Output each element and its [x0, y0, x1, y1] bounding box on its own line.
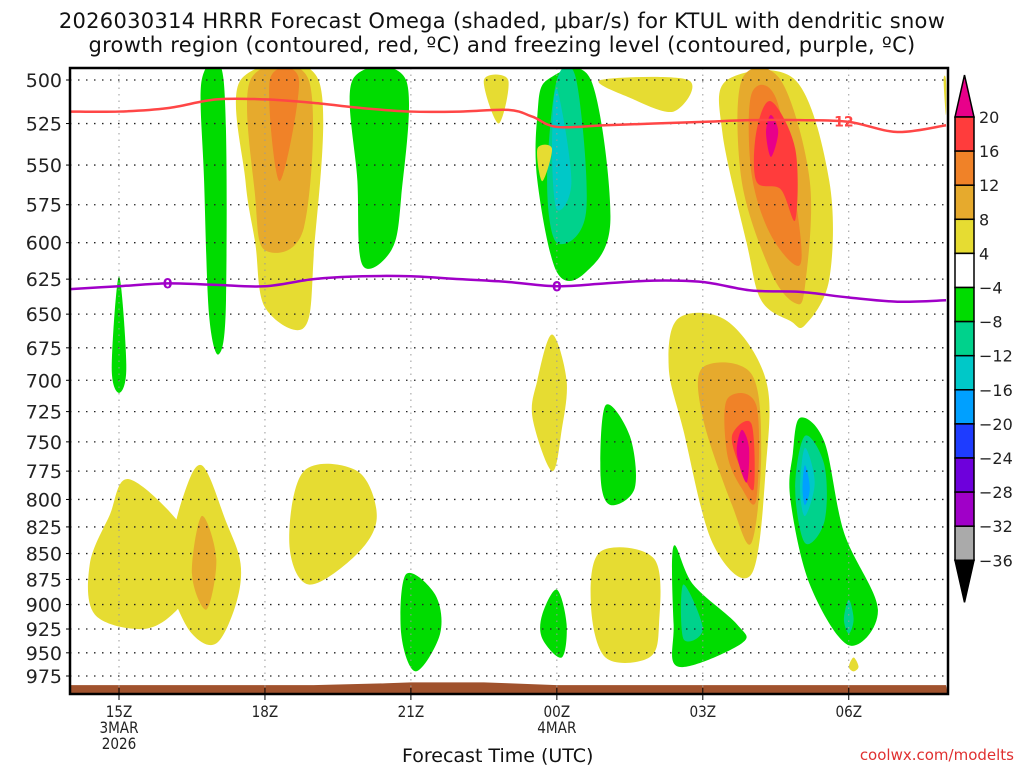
colorbar-swatch	[954, 389, 975, 425]
colorbar-label: −32	[979, 517, 1013, 536]
omega-region-4__8	[537, 144, 553, 182]
omega-region-4__8	[848, 657, 859, 672]
x-tick-label: 00Z	[544, 703, 571, 721]
y-tick-label: 925	[26, 619, 62, 641]
colorbar-swatch	[954, 252, 975, 289]
y-tick-label: 575	[26, 195, 62, 217]
y-tick-label: 700	[26, 370, 62, 392]
y-tick-label: 850	[26, 544, 62, 566]
omega-region--8__-4	[400, 572, 442, 672]
omega-region--12__-8	[843, 599, 854, 634]
y-tick-label: 625	[26, 269, 62, 291]
omega-region--16__-12	[552, 88, 572, 211]
contour-freezing-level-0c	[70, 274, 947, 304]
terrain-layer	[70, 682, 948, 694]
y-tick-label: 525	[26, 114, 62, 136]
omega-region--8__-4	[200, 68, 227, 355]
x-tick-label: 03Z	[690, 703, 717, 721]
x-axis-label: Forecast Time (UTC)	[402, 745, 594, 767]
y-tick-label: 825	[26, 517, 62, 539]
colorbar-label: 8	[979, 210, 989, 229]
colorbar-label: −4	[979, 279, 1003, 298]
colorbar-label: 4	[979, 244, 989, 263]
contour-dendritic-growth-12c	[70, 97, 947, 134]
y-tick-label: 900	[26, 595, 62, 617]
omega-shading-layer	[87, 68, 947, 672]
y-tick-label: 975	[26, 666, 62, 688]
grid-layer	[70, 68, 948, 694]
colorbar-label: 16	[979, 142, 999, 161]
colorbar-label: −36	[979, 551, 1013, 570]
colorbar: 20 16 12 8 4 −4 −8 −12 −16 −20 −24 −28 −32 −36	[954, 74, 1013, 603]
colorbar-label: −28	[979, 483, 1013, 502]
omega-region-4__8	[531, 334, 567, 472]
y-tick-label: 775	[26, 461, 62, 483]
colorbar-label: −24	[979, 449, 1013, 468]
colorbar-label: 12	[979, 176, 999, 195]
omega-region--8__-4	[540, 589, 567, 658]
colorbar-swatch	[954, 184, 975, 221]
colorbar-label: −12	[979, 347, 1013, 366]
y-tick-label: 725	[26, 402, 62, 424]
plot-frame	[68, 66, 950, 696]
omega-region-4__8	[590, 547, 661, 663]
colorbar-max-arrow	[954, 74, 975, 118]
contour-layer: 12 0 0	[70, 97, 947, 304]
omega-region-4__8	[598, 76, 693, 113]
y-axis: 500 525 550 575 600 625 650 675 700 725 750 775 800 8…	[26, 70, 70, 688]
colorbar-label: −20	[979, 415, 1013, 434]
colorbar-label: −16	[979, 381, 1013, 400]
omega-region-_20	[766, 115, 779, 157]
y-tick-label: 650	[26, 304, 62, 326]
x-tick-label: 21Z	[398, 703, 425, 721]
omega-region-4__8	[943, 75, 947, 115]
omega-region-8__12	[191, 515, 217, 610]
omega-region-16__20	[753, 100, 798, 222]
colorbar-swatch	[954, 423, 975, 459]
omega-region--8__-4	[600, 404, 636, 506]
colorbar-min-arrow	[954, 559, 975, 603]
x-tick-label: 4MAR	[537, 719, 576, 737]
colorbar-swatch	[954, 320, 975, 357]
colorbar-label: −8	[979, 313, 1003, 332]
contour-label: 0	[163, 276, 173, 292]
y-tick-label: 600	[26, 233, 62, 255]
contour-label: 0	[552, 279, 562, 295]
colorbar-swatch	[954, 116, 975, 152]
omega-region-_20	[736, 429, 750, 483]
colorbar-swatch	[954, 525, 975, 562]
colorbar-swatch	[954, 218, 975, 255]
y-tick-label: 950	[26, 643, 62, 665]
chart-title-line2: growth region (contoured, red, ºC) and f…	[88, 33, 916, 57]
y-tick-label: 750	[26, 432, 62, 454]
omega-region-12__16	[269, 68, 300, 182]
x-tick-label: 06Z	[835, 703, 862, 721]
x-tick-label: 18Z	[252, 703, 279, 721]
colorbar-swatch	[954, 491, 975, 527]
colorbar-swatch	[954, 286, 975, 323]
colorbar-label: 20	[979, 108, 999, 127]
colorbar-swatch	[954, 457, 975, 493]
omega-region--12__-8	[680, 584, 703, 642]
colorbar-swatch	[954, 150, 975, 186]
terrain-surface	[70, 682, 948, 694]
omega-region-4__8	[483, 74, 509, 124]
y-tick-label: 675	[26, 338, 62, 360]
y-tick-label: 500	[26, 70, 62, 92]
x-tick-label: 15Z	[106, 703, 133, 721]
chart-title-line1: 2026030314 HRRR Forecast Omega (shaded, …	[58, 9, 946, 33]
omega-region--8__-4	[349, 68, 410, 269]
x-tick-label: 3MAR	[99, 719, 138, 737]
y-tick-label: 875	[26, 569, 62, 591]
credit-link[interactable]: coolwx.com/modelts	[859, 746, 1014, 764]
omega-region-4__8	[289, 463, 377, 585]
x-tick-label: 2026	[102, 735, 137, 753]
y-tick-label: 800	[26, 489, 62, 511]
omega-region--20__-16	[802, 465, 810, 505]
y-tick-label: 550	[26, 155, 62, 177]
contour-label: 12	[834, 115, 853, 131]
colorbar-swatch	[954, 354, 975, 391]
